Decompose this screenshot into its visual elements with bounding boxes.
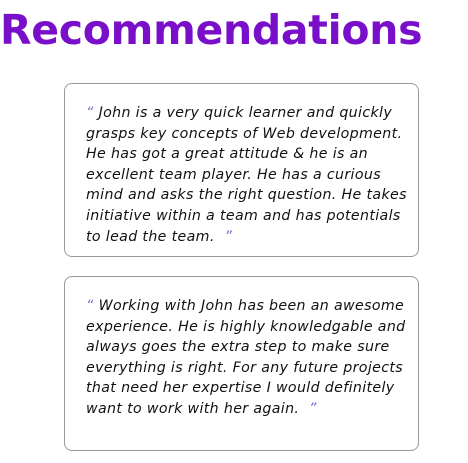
recommendation-quote: “ John is a very quick learner and quick…	[86, 103, 416, 247]
close-quote-mark: ”	[224, 228, 233, 245]
recommendation-card: “ John is a very quick learner and quick…	[64, 83, 419, 257]
recommendation-card: “ Working with John has been an awesome …	[64, 276, 419, 451]
open-quote-mark: “	[86, 298, 94, 314]
recommendation-quote: “ Working with John has been an awesome …	[86, 296, 416, 420]
open-quote-mark: “	[86, 105, 94, 121]
page-title: Recommendations	[0, 6, 423, 54]
recommendation-text: John is a very quick learner and quickly…	[86, 105, 407, 245]
recommendation-text: Working with John has been an awesome ex…	[86, 298, 406, 417]
close-quote-mark: ”	[309, 400, 317, 417]
